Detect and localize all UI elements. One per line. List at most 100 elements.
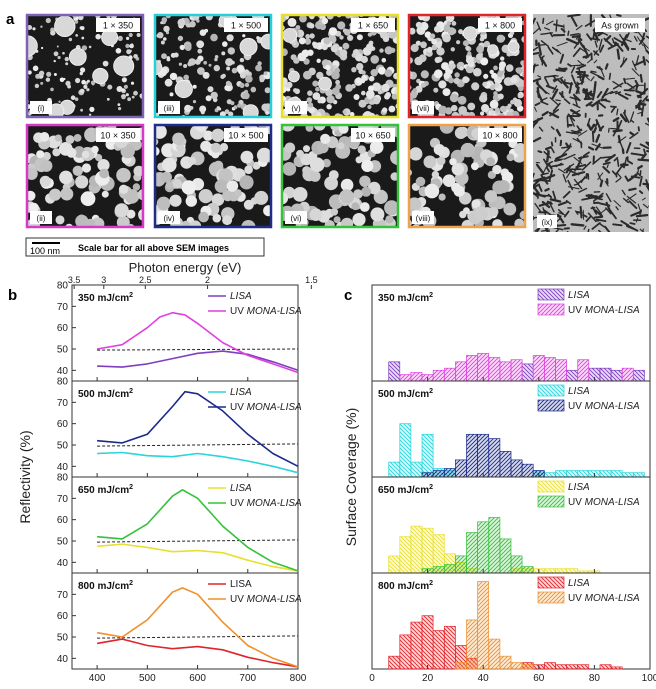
- legend-prefix: UV: [230, 306, 247, 317]
- particle: [137, 33, 141, 37]
- histogram-bar: [511, 663, 522, 669]
- large-particle: [288, 71, 299, 82]
- particle: [107, 85, 112, 90]
- sem-label: 10 × 650: [355, 131, 390, 141]
- subplot-title-text: 650 mJ/cm: [78, 485, 129, 496]
- particle: [157, 197, 171, 211]
- sem-label: 10 × 500: [228, 131, 263, 141]
- particle: [81, 191, 96, 206]
- grain-boundary: [609, 128, 610, 132]
- particle: [458, 106, 467, 115]
- y-tick-label: 40: [57, 654, 69, 665]
- panel-c-letter: c: [344, 287, 352, 304]
- x-tick-label: 800: [290, 673, 307, 684]
- particle: [80, 26, 83, 29]
- particle: [239, 175, 253, 189]
- particle: [370, 55, 379, 64]
- particle: [80, 72, 83, 75]
- particle: [293, 57, 299, 63]
- grain-boundary: [538, 151, 541, 152]
- particle: [41, 47, 43, 49]
- histogram-bar: [511, 460, 522, 477]
- particle: [510, 100, 515, 105]
- particle: [73, 166, 83, 176]
- particle: [244, 200, 254, 210]
- particle: [454, 72, 459, 77]
- particle: [71, 95, 76, 100]
- grain-boundary: [545, 189, 548, 190]
- particle: [351, 67, 356, 72]
- particle: [296, 150, 304, 158]
- particle: [161, 53, 167, 59]
- particle: [354, 94, 360, 100]
- particle: [438, 106, 447, 115]
- particle: [126, 37, 129, 40]
- particle: [360, 202, 370, 212]
- particle: [366, 90, 375, 99]
- histogram-bar: [500, 539, 511, 573]
- histogram-bar: [489, 639, 500, 669]
- particle: [307, 90, 313, 96]
- grain-boundary: [613, 224, 621, 225]
- particle: [462, 76, 469, 83]
- particle: [498, 94, 504, 100]
- particle: [257, 148, 272, 163]
- histogram-bar: [478, 582, 489, 670]
- histogram-bar: [567, 569, 578, 573]
- particle: [329, 27, 337, 35]
- particle: [474, 206, 488, 220]
- particle: [75, 78, 80, 83]
- particle: [329, 170, 339, 180]
- particle: [172, 179, 182, 189]
- particle: [122, 77, 127, 82]
- particle: [161, 41, 165, 45]
- particle: [285, 143, 296, 154]
- legend-swatch: [538, 289, 564, 300]
- particle: [326, 104, 331, 109]
- particle: [452, 21, 457, 26]
- particle: [432, 171, 439, 178]
- particle: [435, 57, 441, 63]
- particle: [107, 98, 110, 101]
- grain-boundary: [606, 64, 608, 68]
- particle: [62, 52, 65, 55]
- particle: [58, 56, 61, 59]
- particle: [82, 151, 90, 159]
- particle: [339, 35, 343, 39]
- particle: [378, 90, 383, 95]
- particle: [125, 44, 129, 48]
- legend-name: LISA: [568, 578, 590, 589]
- particle: [310, 157, 325, 172]
- histogram-bar: [400, 537, 411, 573]
- particle: [421, 83, 426, 88]
- particle: [483, 74, 488, 79]
- particle: [317, 59, 321, 63]
- grain-boundary: [571, 65, 578, 66]
- particle: [74, 134, 82, 142]
- y-axis-label: Reflectivity (%): [17, 430, 33, 523]
- histogram-bar: [433, 567, 444, 573]
- large-particle: [240, 38, 257, 55]
- histogram-bar: [455, 362, 466, 381]
- particle: [467, 103, 475, 111]
- histogram-bar: [567, 471, 578, 477]
- scalebar-box: 100 nm Scale bar for all above SEM image…: [26, 238, 264, 256]
- subplot-title-sup: 2: [129, 292, 133, 299]
- grain-boundary: [538, 45, 545, 46]
- particle: [162, 158, 177, 173]
- grain-boundary: [647, 100, 656, 102]
- y-tick-label: 60: [57, 611, 69, 622]
- particle: [226, 67, 230, 71]
- y-tick-label: 50: [57, 441, 69, 452]
- legend-name: LISA: [568, 482, 590, 493]
- particle: [450, 94, 459, 103]
- grain-boundary: [611, 107, 616, 108]
- particle: [116, 48, 122, 54]
